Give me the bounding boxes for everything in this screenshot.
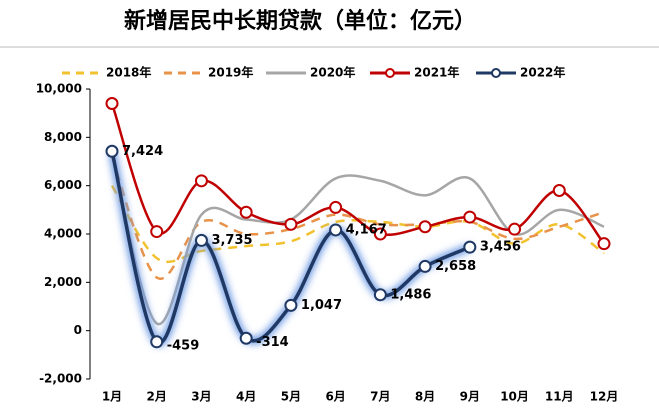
data-label: 1,486 — [390, 287, 431, 302]
point-marker — [105, 144, 119, 158]
point-marker — [418, 220, 432, 234]
legend-label: 2021年 — [414, 65, 459, 80]
legend-marker — [385, 68, 395, 78]
point-marker — [284, 298, 298, 312]
series-line — [110, 153, 605, 325]
point-marker — [597, 237, 611, 251]
point-marker — [194, 233, 208, 247]
y-tick-label: 0 — [74, 323, 82, 337]
point-marker — [284, 217, 298, 231]
x-tick-label: 5月 — [281, 390, 301, 404]
point-marker — [373, 227, 387, 241]
x-tick-label: 3月 — [191, 390, 211, 404]
x-tick-label: 10月 — [500, 390, 529, 404]
point-marker — [239, 205, 253, 219]
y-tick-label: 8,000 — [44, 130, 82, 144]
point-marker — [508, 222, 522, 236]
legend-marker — [491, 68, 501, 78]
x-tick-label: 11月 — [545, 390, 574, 404]
data-label: 1,047 — [301, 298, 342, 313]
series-line — [110, 103, 605, 245]
x-tick-label: 2月 — [147, 390, 167, 404]
y-tick-label: 4,000 — [44, 227, 82, 241]
point-marker — [463, 210, 477, 224]
chart-title: 新增居民中长期贷款（单位：亿元） — [124, 8, 476, 34]
point-marker — [150, 225, 164, 239]
data-label: -459 — [167, 338, 200, 353]
point-marker — [463, 240, 477, 254]
data-label: -314 — [256, 335, 289, 350]
legend-label: 2022年 — [520, 65, 565, 80]
x-tick-label: 9月 — [460, 390, 480, 404]
point-marker — [329, 200, 343, 214]
legend-label: 2020年 — [310, 65, 355, 80]
point-marker — [373, 288, 387, 302]
point-marker — [418, 259, 432, 273]
series-line — [110, 156, 605, 281]
data-label: 2,658 — [435, 259, 476, 274]
data-label: 3,735 — [211, 233, 252, 248]
series-line — [110, 150, 471, 345]
x-tick-label: 6月 — [325, 390, 345, 404]
point-marker — [105, 97, 119, 110]
y-tick-label: 2,000 — [44, 275, 82, 289]
x-tick-label: 7月 — [370, 390, 390, 404]
point-marker — [239, 331, 253, 345]
y-tick-label: 6,000 — [44, 178, 82, 192]
x-tick-label: 12月 — [590, 390, 619, 404]
data-label: 3,456 — [480, 240, 521, 255]
data-label: 7,424 — [122, 144, 163, 159]
x-tick-label: 1月 — [102, 390, 122, 404]
x-tick-label: 8月 — [415, 390, 435, 404]
point-marker — [194, 174, 208, 188]
y-tick-label: -2,000 — [39, 372, 82, 386]
legend-label: 2019年 — [208, 65, 253, 80]
x-tick-label: 4月 — [236, 390, 256, 404]
point-marker — [552, 184, 566, 197]
point-marker — [329, 223, 343, 237]
point-marker — [150, 335, 164, 349]
data-label: 4,167 — [346, 222, 387, 237]
legend-label: 2018年 — [106, 65, 151, 80]
series-line — [110, 185, 605, 264]
y-tick-label: 10,000 — [36, 82, 82, 96]
